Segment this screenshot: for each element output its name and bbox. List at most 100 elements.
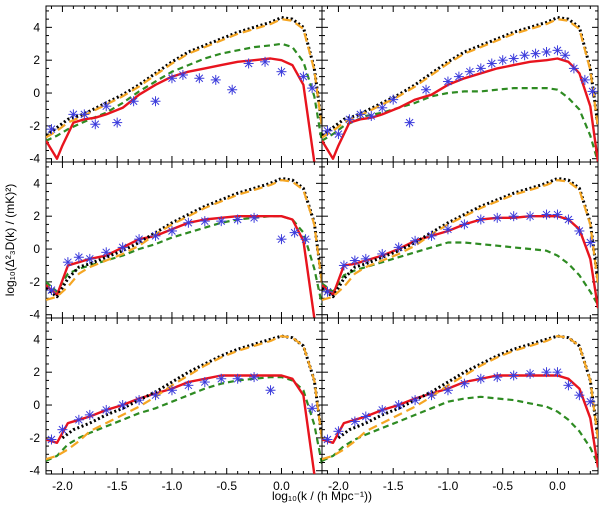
data-point <box>73 252 84 263</box>
data-point <box>388 94 399 105</box>
data-point <box>541 367 552 378</box>
data-point <box>194 73 205 84</box>
data-point <box>377 102 388 113</box>
data-point <box>333 426 344 437</box>
y-tick-label: 0 <box>33 398 40 412</box>
data-point <box>300 234 311 245</box>
y-tick-label: 2 <box>33 365 40 379</box>
panel-r1-c1 <box>321 161 599 319</box>
data-point <box>338 260 349 271</box>
data-point <box>360 411 371 422</box>
y-tick-label: -2 <box>29 431 40 445</box>
data-point <box>464 66 475 77</box>
data-point <box>183 380 194 391</box>
data-point <box>442 76 453 87</box>
data-point <box>249 372 260 383</box>
data-point <box>183 217 194 228</box>
data-point <box>541 209 552 220</box>
series-black-line <box>322 176 598 299</box>
data-point <box>276 234 287 245</box>
y-tick-label: -4 <box>29 152 40 166</box>
data-point <box>377 248 388 259</box>
x-tick-label: -1.5 <box>107 479 128 493</box>
data-point <box>117 400 128 411</box>
y-tick-label: 2 <box>33 53 40 67</box>
y-tick-label: -4 <box>29 464 40 478</box>
data-point <box>216 216 227 227</box>
data-point <box>68 109 79 120</box>
data-point <box>128 96 139 107</box>
series-red-line <box>46 214 316 318</box>
data-point <box>322 434 333 445</box>
data-point <box>563 380 574 391</box>
series-green-line <box>322 395 598 465</box>
series-red-line <box>46 374 316 474</box>
panel-data <box>46 16 322 162</box>
data-point <box>492 212 503 223</box>
data-point <box>475 63 486 74</box>
data-point <box>349 416 360 427</box>
panels-layer: -4 -2 0 2 4 -4 -2 0 2 4 -4 -2 0 2 4 -2.0 -1.5 -1.0 -0.5 0.0… <box>29 5 599 493</box>
data-point <box>101 101 112 112</box>
panel-frame <box>321 5 599 163</box>
data-point <box>79 109 90 120</box>
panel-frame <box>321 317 599 475</box>
data-point <box>150 390 161 401</box>
y-tick-label: 0 <box>33 242 40 256</box>
data-point <box>307 403 318 414</box>
data-point <box>134 234 145 245</box>
data-point <box>84 409 95 420</box>
panel-r1-c0: -4 -2 0 2 4 <box>29 161 323 322</box>
data-point <box>552 45 563 56</box>
y-tick-label: 4 <box>33 20 40 34</box>
data-point <box>249 212 260 223</box>
data-point <box>166 385 177 396</box>
data-point <box>497 55 508 66</box>
y-tick-label: 0 <box>33 86 40 100</box>
panel-data <box>46 334 322 474</box>
data-point <box>46 285 57 296</box>
labels-layer: log₁₀(k / (h Mpc⁻¹)) log₁₀(Δ²₃D(k) / (mK… <box>3 184 372 503</box>
panel-data <box>46 176 322 318</box>
panel-data <box>322 16 598 162</box>
data-point <box>377 404 388 415</box>
data-point <box>530 48 541 59</box>
series-orange-line <box>46 179 322 301</box>
series-black-line <box>46 176 322 299</box>
x-tick-label: -1.0 <box>438 479 459 493</box>
series-blue-markers <box>46 56 318 135</box>
panel-frame <box>321 161 599 319</box>
series-orange-line <box>322 179 598 301</box>
series-blue-markers <box>322 45 598 140</box>
panel-r2-c0: -4 -2 0 2 4 -2.0 -1.5 -1.0 -0.5 0.0 <box>29 317 323 493</box>
data-point <box>366 111 377 122</box>
panel-r0-c1 <box>321 5 599 163</box>
data-point <box>459 378 470 389</box>
data-point <box>519 50 530 61</box>
data-point <box>227 84 238 95</box>
y-tick-label: 2 <box>33 209 40 223</box>
data-point <box>475 214 486 225</box>
data-point <box>117 242 128 253</box>
data-point <box>46 434 57 445</box>
data-point <box>243 58 254 69</box>
data-point <box>574 225 585 236</box>
data-point <box>166 73 177 84</box>
series-green-line <box>322 241 598 306</box>
data-point <box>101 404 112 415</box>
data-point <box>62 257 73 268</box>
x-tick-label: -1.5 <box>383 479 404 493</box>
y-tick-label: -2 <box>29 119 40 133</box>
data-point <box>486 58 497 69</box>
data-point <box>563 214 574 225</box>
data-point <box>101 247 112 258</box>
data-point <box>508 211 519 222</box>
data-point <box>260 56 271 67</box>
data-point <box>552 367 563 378</box>
series-black-line <box>337 334 598 440</box>
data-point <box>232 214 243 225</box>
y-axis-title: log₁₀(Δ²₃D(k) / (mK)²) <box>3 184 17 297</box>
data-point <box>199 377 210 388</box>
x-tick-label: 0.0 <box>549 479 566 493</box>
x-tick-label: -2.0 <box>328 479 349 493</box>
